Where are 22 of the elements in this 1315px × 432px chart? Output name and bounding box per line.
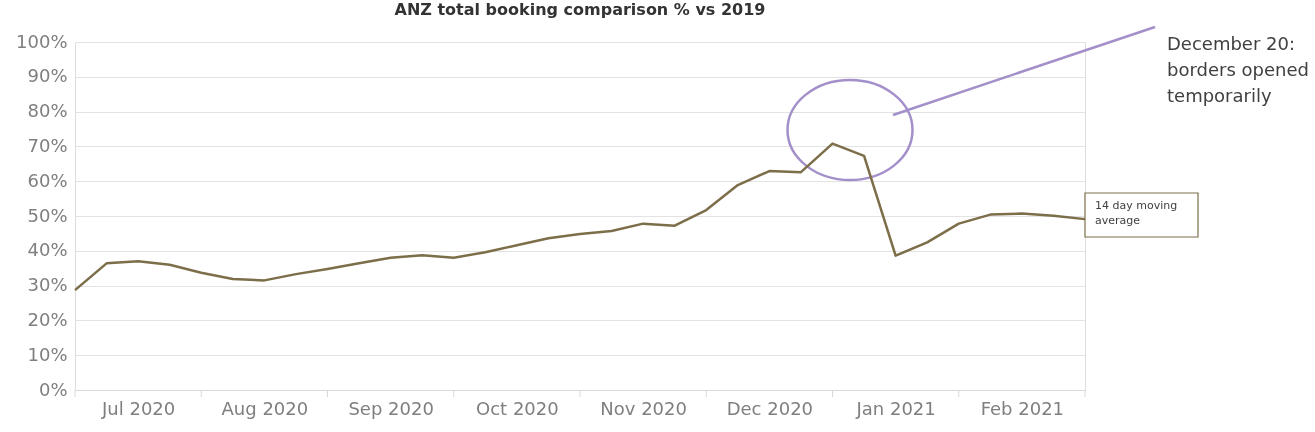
x-tick-label: Jul 2020 — [101, 397, 176, 419]
y-tick-label: 50% — [27, 204, 68, 226]
chart-title: ANZ total booking comparison % vs 2019 — [394, 0, 766, 19]
y-tick-label: 20% — [27, 308, 68, 330]
x-tick-label: Dec 2020 — [726, 397, 814, 419]
y-tick-label: 0% — [38, 378, 68, 400]
y-tick-label: 80% — [27, 100, 68, 122]
y-tick-label: 60% — [27, 169, 68, 191]
y-tick-label: 90% — [27, 65, 68, 87]
x-tick-label: Oct 2020 — [476, 397, 559, 419]
x-tick-label: Nov 2020 — [600, 397, 687, 419]
x-tick-label: Jan 2021 — [855, 397, 936, 419]
y-tick-label: 100% — [16, 30, 68, 52]
y-tick-label: 40% — [27, 239, 68, 261]
y-tick-label: 10% — [27, 343, 68, 365]
x-tick-label: Feb 2021 — [980, 397, 1065, 419]
y-tick-label: 30% — [27, 274, 68, 296]
series-label: 14 day moving average — [1095, 199, 1178, 227]
y-tick-label: 70% — [27, 134, 68, 156]
text: December 20: borders opened temporarily — [1167, 33, 1309, 106]
x-tick-label: Sep 2020 — [348, 397, 434, 419]
x-tick-label: Aug 2020 — [221, 397, 309, 419]
